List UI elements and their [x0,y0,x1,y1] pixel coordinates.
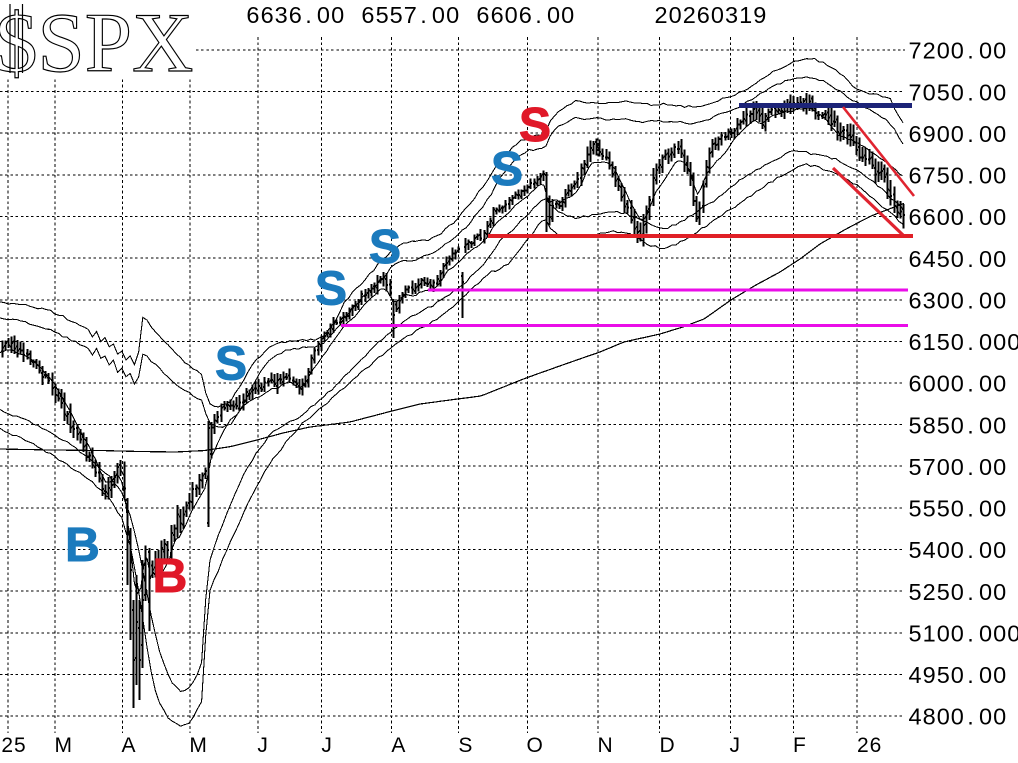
svg-text:J: J [730,734,741,757]
svg-text:B: B [65,519,100,572]
svg-text:S: S [458,734,472,757]
svg-text:A: A [391,734,405,757]
svg-text:6600.00: 6600.00 [909,204,1007,230]
svg-text:S: S [369,221,401,274]
svg-text:6300.00: 6300.00 [909,287,1007,313]
svg-text:O: O [527,734,543,757]
svg-text:26: 26 [857,734,881,757]
svg-text:5250.00: 5250.00 [909,579,1007,605]
svg-text:4950.00: 4950.00 [909,662,1007,688]
svg-text:4800.00: 4800.00 [909,704,1007,730]
svg-text:S: S [519,99,551,152]
svg-text:6606.00: 6606.00 [476,2,574,28]
svg-text:7050.00: 7050.00 [909,79,1007,105]
svg-text:N: N [598,734,613,757]
svg-text:5550.00: 5550.00 [909,496,1007,522]
svg-text:J: J [321,734,332,757]
svg-text:M: M [55,734,73,757]
svg-text:M: M [189,734,207,757]
svg-text:5400.00: 5400.00 [909,537,1007,563]
svg-text:25: 25 [1,734,25,757]
svg-text:6900.00: 6900.00 [909,121,1007,147]
svg-text:S: S [215,338,247,391]
svg-text:6750.00: 6750.00 [909,163,1007,189]
svg-text:A: A [122,734,136,757]
svg-text:B: B [153,550,188,603]
svg-text:$SPX: $SPX [0,0,193,90]
svg-text:S: S [491,143,523,196]
svg-text:5100.000: 5100.000 [909,621,1018,647]
svg-text:S: S [315,263,347,316]
svg-text:D: D [660,734,675,757]
svg-text:20260319: 20260319 [655,2,767,28]
svg-text:6636.00: 6636.00 [246,2,344,28]
svg-text:J: J [257,734,268,757]
svg-text:6150.000: 6150.000 [909,329,1018,355]
svg-text:5850.00: 5850.00 [909,412,1007,438]
svg-text:6557.00: 6557.00 [361,2,459,28]
svg-text:7200.00: 7200.00 [909,38,1007,64]
svg-text:6450.00: 6450.00 [909,246,1007,272]
svg-text:6000.00: 6000.00 [909,371,1007,397]
svg-text:F: F [793,734,806,757]
svg-text:5700.00: 5700.00 [909,454,1007,480]
